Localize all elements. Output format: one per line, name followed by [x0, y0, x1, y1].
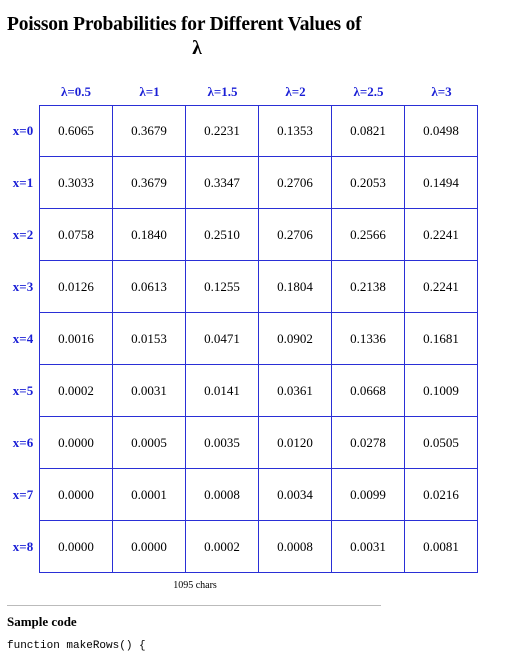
table-cell: 0.0002	[186, 521, 259, 573]
table-cell: 0.0001	[113, 469, 186, 521]
table-corner-cell	[7, 78, 39, 105]
table-cell: 0.0000	[39, 521, 113, 573]
table-cell: 0.0821	[332, 105, 405, 157]
table-cell: 0.0141	[186, 365, 259, 417]
column-header-lambda-1-5: λ=1.5	[207, 83, 238, 99]
poisson-table-container: λ=0.5 λ=1 λ=1.5 λ=2 λ=2.5 λ=3 x=0 0.6065…	[7, 78, 478, 573]
table-cell: 0.1804	[259, 261, 332, 313]
table-cell: 0.0005	[113, 417, 186, 469]
page-title-lambda: λ	[192, 38, 202, 59]
table-cell: 0.2241	[405, 261, 478, 313]
table-cell: 0.0000	[39, 469, 113, 521]
table-cell: 0.0008	[186, 469, 259, 521]
table-cell: 0.0902	[259, 313, 332, 365]
table-cell: 0.1840	[113, 209, 186, 261]
table-cell: 0.0000	[113, 521, 186, 573]
table-cell: 0.2138	[332, 261, 405, 313]
table-cell: 0.0035	[186, 417, 259, 469]
table-cell: 0.1255	[186, 261, 259, 313]
table-cell: 0.0613	[113, 261, 186, 313]
column-header-lambda-2-5: λ=2.5	[353, 83, 384, 99]
table-cell: 0.3347	[186, 157, 259, 209]
table-row: x=1 0.3033 0.3679 0.3347 0.2706 0.2053 0…	[7, 157, 478, 209]
row-header: x=5	[12, 383, 34, 398]
table-cell: 0.0216	[405, 469, 478, 521]
table-cell: 0.1494	[405, 157, 478, 209]
table-cell: 0.0153	[113, 313, 186, 365]
table-cell: 0.3033	[39, 157, 113, 209]
table-row: x=6 0.0000 0.0005 0.0035 0.0120 0.0278 0…	[7, 417, 478, 469]
table-cell: 0.6065	[39, 105, 113, 157]
table-cell: 0.0016	[39, 313, 113, 365]
table-cell: 0.3679	[113, 157, 186, 209]
table-cell: 0.2706	[259, 157, 332, 209]
sample-code-block: function makeRows() {	[7, 640, 146, 652]
table-cell: 0.0099	[332, 469, 405, 521]
table-cell: 0.2566	[332, 209, 405, 261]
table-cell: 0.0081	[405, 521, 478, 573]
table-cell: 0.0498	[405, 105, 478, 157]
column-header-lambda-3: λ=3	[431, 83, 452, 99]
row-header: x=6	[12, 435, 34, 450]
table-cell: 0.2706	[259, 209, 332, 261]
table-cell: 0.2241	[405, 209, 478, 261]
table-row: x=3 0.0126 0.0613 0.1255 0.1804 0.2138 0…	[7, 261, 478, 313]
page-title: Poisson Probabilities for Different Valu…	[7, 13, 387, 61]
table-header-row: λ=0.5 λ=1 λ=1.5 λ=2 λ=2.5 λ=3	[7, 78, 478, 105]
poisson-probability-table: λ=0.5 λ=1 λ=1.5 λ=2 λ=2.5 λ=3 x=0 0.6065…	[7, 78, 478, 573]
column-header-lambda-1: λ=1	[139, 83, 160, 99]
table-cell: 0.2053	[332, 157, 405, 209]
table-cell: 0.0120	[259, 417, 332, 469]
table-cell: 0.0034	[259, 469, 332, 521]
table-cell: 0.0126	[39, 261, 113, 313]
table-row: x=7 0.0000 0.0001 0.0008 0.0034 0.0099 0…	[7, 469, 478, 521]
table-row: x=0 0.6065 0.3679 0.2231 0.1353 0.0821 0…	[7, 105, 478, 157]
row-header: x=8	[12, 539, 34, 554]
table-cell: 0.0031	[113, 365, 186, 417]
table-cell: 0.1009	[405, 365, 478, 417]
table-cell: 0.0471	[186, 313, 259, 365]
row-header: x=0	[12, 123, 34, 138]
table-row: x=8 0.0000 0.0000 0.0002 0.0008 0.0031 0…	[7, 521, 478, 573]
column-header-lambda-0-5: λ=0.5	[60, 83, 92, 99]
row-header: x=2	[12, 227, 34, 242]
table-cell: 0.0002	[39, 365, 113, 417]
character-count: 1095 chars	[173, 580, 217, 591]
row-header: x=3	[12, 279, 34, 294]
table-row: x=4 0.0016 0.0153 0.0471 0.0902 0.1336 0…	[7, 313, 478, 365]
page-title-line-1: Poisson Probabilities for Different Valu…	[7, 14, 362, 35]
table-cell: 0.0668	[332, 365, 405, 417]
table-cell: 0.0505	[405, 417, 478, 469]
table-cell: 0.1336	[332, 313, 405, 365]
table-cell: 0.0758	[39, 209, 113, 261]
table-cell: 0.2510	[186, 209, 259, 261]
table-cell: 0.2231	[186, 105, 259, 157]
table-cell: 0.3679	[113, 105, 186, 157]
row-header: x=7	[12, 487, 34, 502]
row-header: x=1	[12, 175, 34, 190]
table-cell: 0.0008	[259, 521, 332, 573]
sample-code-heading: Sample code	[7, 614, 77, 629]
table-row: x=5 0.0002 0.0031 0.0141 0.0361 0.0668 0…	[7, 365, 478, 417]
row-header: x=4	[12, 331, 34, 346]
section-divider	[7, 605, 381, 606]
table-cell: 0.0361	[259, 365, 332, 417]
table-row: x=2 0.0758 0.1840 0.2510 0.2706 0.2566 0…	[7, 209, 478, 261]
table-cell: 0.1681	[405, 313, 478, 365]
table-cell: 0.1353	[259, 105, 332, 157]
column-header-lambda-2: λ=2	[285, 83, 306, 99]
table-cell: 0.0000	[39, 417, 113, 469]
table-cell: 0.0031	[332, 521, 405, 573]
table-cell: 0.0278	[332, 417, 405, 469]
